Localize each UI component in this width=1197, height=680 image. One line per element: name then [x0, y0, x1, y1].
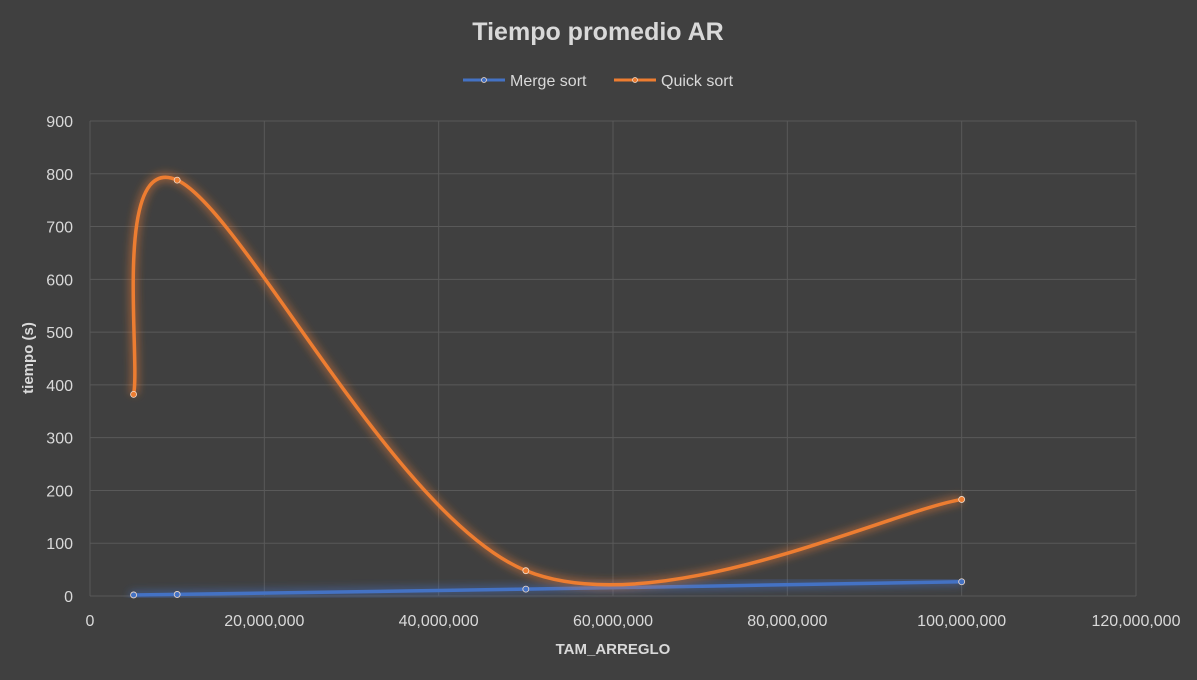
data-point — [173, 591, 181, 598]
legend-marker — [632, 77, 638, 83]
x-tick-label: 0 — [86, 613, 95, 630]
series-merge-sort — [128, 577, 966, 600]
y-tick-label: 200 — [46, 483, 73, 500]
x-tick-label: 100,000,000 — [917, 613, 1006, 630]
gridlines — [89, 120, 1137, 597]
y-tick-label: 800 — [46, 167, 73, 184]
series-line-glow — [128, 172, 963, 590]
series-quick-sort — [128, 172, 966, 590]
legend-marker — [481, 77, 487, 83]
x-axis-title: TAM_ARREGLO — [556, 641, 671, 658]
series — [128, 172, 966, 600]
data-point — [522, 567, 530, 575]
data-point — [958, 578, 966, 586]
x-tick-label: 40,000,000 — [399, 613, 479, 630]
data-point — [130, 390, 137, 398]
y-tick-label: 600 — [46, 272, 73, 289]
legend-label: Merge sort — [510, 73, 587, 90]
data-point — [130, 591, 137, 599]
legend: Merge sort Quick sort — [463, 73, 734, 90]
y-tick-label: 700 — [46, 220, 73, 237]
x-tick-label: 20,000,000 — [224, 613, 304, 630]
x-tick-label: 120,000,000 — [1092, 613, 1181, 630]
data-point — [522, 585, 530, 593]
y-tick-label: 500 — [46, 325, 73, 342]
data-point — [173, 176, 181, 184]
y-axis-title: tiempo (s) — [20, 322, 37, 394]
y-tick-label: 100 — [46, 536, 73, 553]
data-point — [958, 496, 966, 503]
series-line — [131, 175, 964, 587]
x-tick-label: 60,000,000 — [573, 613, 653, 630]
y-tick-label: 400 — [46, 378, 73, 395]
legend-item: Quick sort — [614, 73, 734, 90]
y-tick-label: 900 — [46, 114, 73, 131]
y-tick-label: 0 — [64, 589, 73, 606]
legend-label: Quick sort — [661, 73, 734, 90]
chart-title: Tiempo promedio AR — [472, 18, 723, 46]
legend-item: Merge sort — [463, 73, 587, 90]
series-line — [131, 580, 964, 597]
x-axis-ticks: 0 20,000,000 40,000,000 60,000,000 80,000,00… — [86, 613, 1181, 630]
y-axis-ticks: 0 100 200 300 400 500 600 700 800 900 — [46, 114, 73, 606]
x-tick-label: 80,000,000 — [747, 613, 827, 630]
y-tick-label: 300 — [46, 431, 73, 448]
